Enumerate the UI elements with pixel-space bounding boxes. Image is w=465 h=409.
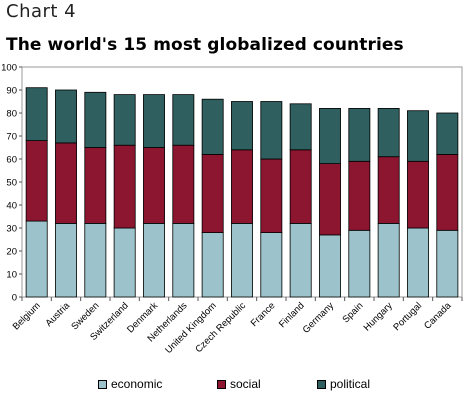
bar-segment-social	[231, 149, 253, 224]
bar-segment-social	[319, 163, 341, 236]
bar-segment-social	[407, 160, 429, 229]
bar-segment-economic	[407, 227, 429, 298]
x-tick-label: Germany	[301, 300, 337, 336]
bar-segment-political	[407, 110, 429, 162]
bars-group	[25, 87, 459, 298]
bar-segment-political	[25, 87, 48, 141]
legend-swatch-political	[317, 379, 326, 389]
bar-segment-social	[436, 153, 459, 231]
bar-segment-social	[348, 160, 371, 231]
y-tick-label: 50	[6, 178, 17, 189]
x-axis: Belgium AustriaSwedenSwitzerlandDenmarkNe…	[11, 297, 463, 356]
y-tick-label: 10	[6, 270, 17, 281]
bar-segment-social	[143, 147, 165, 224]
chart-number-label: Chart 4	[6, 1, 77, 22]
bar-segment-social	[84, 147, 107, 224]
bar-segment-economic	[319, 234, 341, 298]
x-tick-label: Portugal	[391, 300, 424, 333]
legend-swatch-social	[217, 379, 226, 389]
bar-segment-social	[172, 144, 195, 224]
bar-segment-political	[436, 112, 459, 155]
y-tick-label: 40	[6, 201, 17, 212]
bar-segment-political	[84, 91, 107, 148]
y-tick-label: 90	[6, 86, 17, 97]
bar-segment-social	[55, 142, 77, 224]
bar-segment-economic	[377, 222, 400, 298]
bar-segment-political	[289, 103, 312, 151]
bar-segment-political	[201, 98, 224, 155]
y-tick-label: 0	[12, 293, 17, 304]
bar-segment-economic	[84, 222, 107, 298]
bar-segment-political	[231, 101, 253, 151]
bar-segment-social	[260, 158, 283, 233]
bar-segment-economic	[348, 229, 371, 298]
bar-segment-social	[113, 144, 136, 229]
x-tick-label: Canada	[422, 300, 454, 332]
legend-label-political: political	[330, 377, 371, 391]
legend-label-economic: economic	[111, 377, 163, 391]
bar-segment-political	[55, 89, 77, 144]
chart-title: The world's 15 most globalized countries	[6, 35, 404, 55]
bar-segment-economic	[231, 222, 253, 298]
legend: economic social political	[0, 375, 465, 395]
bar-segment-economic	[143, 222, 165, 298]
bar-segment-social	[25, 140, 48, 222]
bar-segment-economic	[172, 222, 195, 298]
y-tick-label: 30	[6, 224, 17, 235]
legend-item-political: political	[317, 375, 370, 393]
bar-segment-political	[260, 101, 283, 160]
bar-segment-political	[348, 108, 371, 162]
bar-segment-economic	[25, 220, 48, 298]
bar-segment-social	[201, 153, 224, 233]
bar-segment-economic	[260, 232, 283, 298]
bar-segment-social	[377, 156, 400, 224]
bar-segment-economic	[436, 229, 459, 298]
x-tick-label: Hungary	[362, 300, 395, 333]
bar-segment-economic	[201, 232, 224, 298]
x-tick-label: Spain	[340, 300, 365, 325]
bar-segment-social	[289, 149, 312, 224]
y-tick-label: 70	[6, 132, 17, 143]
bar-segment-economic	[113, 227, 136, 298]
bar-segment-political	[113, 94, 136, 146]
y-tick-label: 60	[6, 155, 17, 166]
legend-item-economic: economic	[98, 375, 162, 393]
stacked-bar-chart: 0 10 20 30 40 50 60 70 80 90 100 Belgium AustriaSwe…	[1, 63, 463, 356]
x-tick-label: Belgium	[11, 300, 43, 332]
legend-label-social: social	[230, 377, 261, 391]
legend-swatch-economic	[98, 379, 107, 389]
x-tick-label: United Kingdom	[163, 300, 219, 356]
bar-segment-political	[143, 94, 165, 148]
bar-segment-political	[377, 108, 400, 158]
y-tick-label: 80	[6, 109, 17, 120]
bar-segment-economic	[289, 222, 312, 298]
y-tick-label: 20	[6, 247, 17, 258]
y-axis: 0 10 20 30 40 50 60 70 80 90 100	[1, 63, 22, 304]
legend-item-social: social	[217, 375, 261, 393]
bar-segment-political	[172, 94, 195, 146]
bar-segment-political	[319, 108, 341, 165]
bar-segment-economic	[55, 222, 77, 298]
x-tick-label: France	[249, 300, 278, 329]
y-tick-label: 100	[1, 63, 17, 74]
